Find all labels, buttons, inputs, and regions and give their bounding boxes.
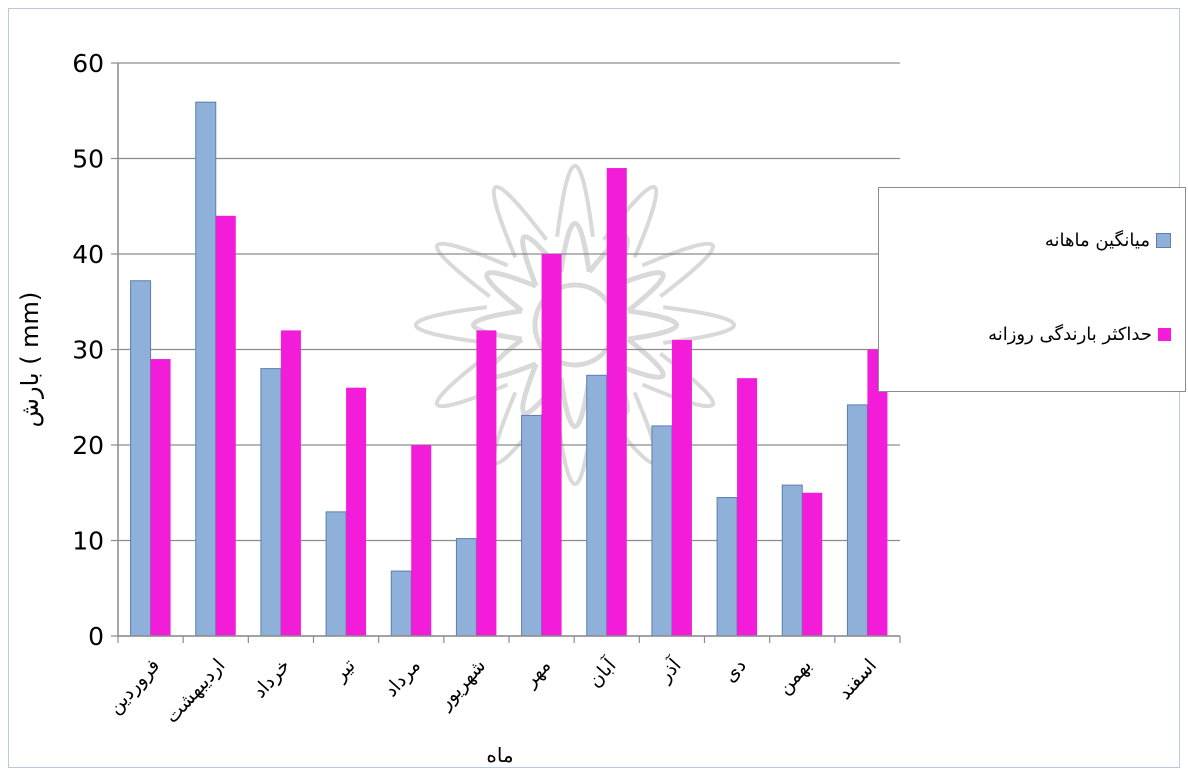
bar (455, 538, 477, 637)
legend-label: حداکثر بارندگی روزانه (988, 324, 1152, 345)
bar (802, 492, 823, 636)
y-axis-label: بارش ( mm) (16, 292, 44, 428)
bar (781, 484, 803, 637)
y-tick-label: 0 (88, 622, 104, 651)
bar (411, 445, 432, 636)
bar (586, 374, 608, 637)
y-tick-label: 40 (72, 240, 104, 269)
bar (346, 387, 367, 636)
bar (150, 359, 171, 636)
bar (737, 378, 758, 636)
y-tick-labels: 0 10 20 30 40 50 60 (72, 49, 104, 651)
bar (651, 425, 673, 637)
x-tick-label: آبان (582, 653, 621, 692)
bar (606, 168, 627, 637)
y-tick-label: 60 (72, 49, 104, 78)
x-tick-label: اسفند (834, 655, 881, 704)
legend: میانگین ماهانه حداکثر بارندگی روزانه (878, 187, 1186, 392)
x-tick-label: دی (719, 655, 751, 687)
bar (325, 511, 347, 637)
x-tick-label: شهریور (433, 655, 490, 715)
x-tick-label: مهر (519, 655, 556, 692)
bar (215, 215, 236, 637)
bars (130, 101, 888, 637)
bar (716, 497, 738, 637)
x-tick-label: آذر (652, 653, 686, 687)
x-tick-label: فروردین (104, 655, 165, 719)
x-tick-label: خرداد (249, 655, 295, 703)
legend-swatch-blue (1156, 233, 1171, 248)
legend-item-max-daily-rainfall: حداکثر بارندگی روزانه (988, 324, 1171, 345)
bar (280, 330, 301, 636)
x-tick-label: بهمن (773, 655, 816, 699)
y-tick-label: 20 (72, 431, 104, 460)
bar (390, 570, 412, 637)
bar (195, 101, 217, 637)
axes (117, 63, 901, 643)
y-tick-label: 30 (72, 336, 104, 365)
bar (846, 404, 868, 637)
y-tick-label: 10 (72, 527, 104, 556)
bar (521, 414, 543, 637)
legend-swatch-magenta (1158, 328, 1171, 341)
bar (541, 254, 562, 636)
y-tick-label: 50 (72, 145, 104, 174)
bar (671, 339, 692, 636)
bar (867, 349, 888, 636)
x-tick-label: مرداد (380, 655, 425, 702)
x-axis-label: ماه (486, 743, 513, 767)
bar (260, 368, 282, 637)
x-tick-label: تیر (328, 655, 359, 686)
x-tick-label: اردیبهشت (161, 655, 230, 728)
bar (130, 280, 152, 637)
bar (476, 330, 497, 636)
legend-item-monthly-average: میانگین ماهانه (1045, 230, 1171, 251)
legend-label: میانگین ماهانه (1044, 230, 1150, 251)
